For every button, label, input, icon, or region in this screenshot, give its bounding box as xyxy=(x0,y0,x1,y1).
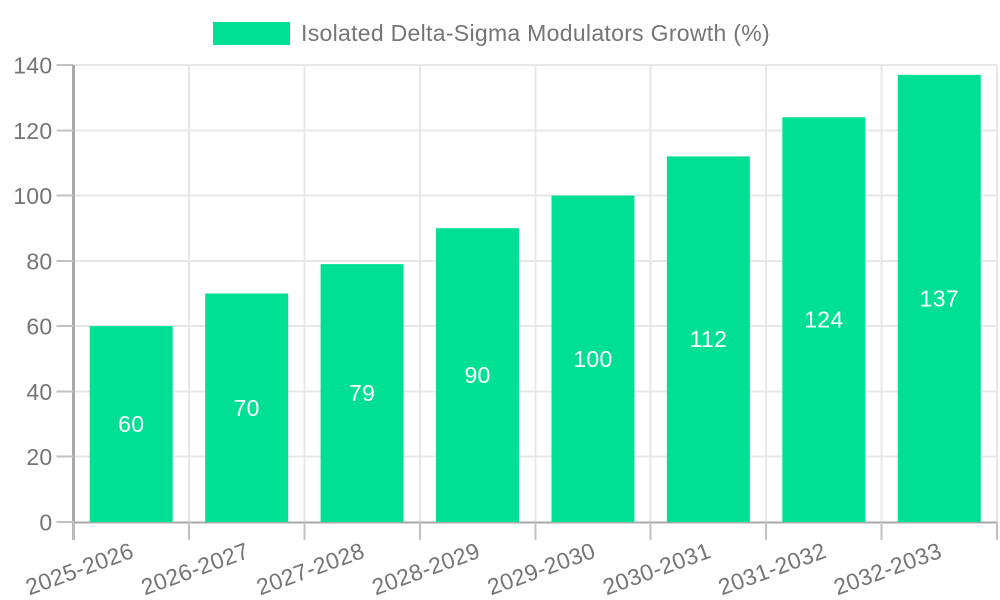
bar-2027-2028[interactable] xyxy=(320,264,404,522)
bar-2028-2029[interactable] xyxy=(436,228,520,522)
bar-2026-2027[interactable] xyxy=(205,293,289,523)
x-tick-label: 2027-2028 xyxy=(253,537,368,600)
bar-value-label: 60 xyxy=(118,411,144,437)
y-tick-label: 120 xyxy=(13,118,52,144)
legend[interactable]: Isolated Delta-Sigma Modulators Growth (… xyxy=(213,20,770,46)
bar-2029-2030[interactable] xyxy=(551,195,635,523)
y-tick-label: 80 xyxy=(26,248,52,274)
y-tick-label: 140 xyxy=(13,53,52,79)
x-tick-label: 2031-2032 xyxy=(715,537,830,600)
x-tick-label: 2032-2033 xyxy=(830,537,945,600)
bar-value-label: 137 xyxy=(920,285,959,311)
bar-value-label: 79 xyxy=(349,380,375,406)
x-tick-label: 2025-2026 xyxy=(22,537,137,600)
bar-2031-2032[interactable] xyxy=(782,117,866,522)
y-tick-label: 0 xyxy=(39,510,52,536)
y-tick-label: 20 xyxy=(26,444,52,470)
bar-value-label: 90 xyxy=(464,362,490,388)
x-tick-label: 2030-2031 xyxy=(599,537,714,600)
bar-2032-2033[interactable] xyxy=(897,74,981,523)
y-tick-label: 40 xyxy=(26,379,52,405)
x-tick-label: 2028-2029 xyxy=(368,537,483,600)
bar-value-label: 70 xyxy=(234,395,260,421)
legend-label: Isolated Delta-Sigma Modulators Growth (… xyxy=(301,20,770,46)
bar-value-label: 112 xyxy=(690,326,728,352)
x-axis-labels: 2025-2026 2026-2027 2027-2028 2028-2029 2029… xyxy=(22,537,945,600)
bar-value-label: 100 xyxy=(573,346,612,372)
legend-swatch-icon xyxy=(213,22,290,45)
bar-2030-2031[interactable] xyxy=(666,156,750,522)
bar-value-labels: 60 70 79 90 100 112 124 137 xyxy=(118,285,959,437)
y-tick-label: 60 xyxy=(26,314,52,340)
bar-value-label: 124 xyxy=(804,307,843,333)
y-axis-labels: 0 20 40 60 80 100 120 140 xyxy=(13,53,52,536)
bar-2025-2026[interactable] xyxy=(89,326,173,522)
y-tick-label: 100 xyxy=(13,183,52,209)
axis-ticks xyxy=(56,64,998,540)
x-tick-label: 2029-2030 xyxy=(484,537,599,600)
bar-series xyxy=(89,74,981,523)
x-tick-label: 2026-2027 xyxy=(138,537,253,600)
